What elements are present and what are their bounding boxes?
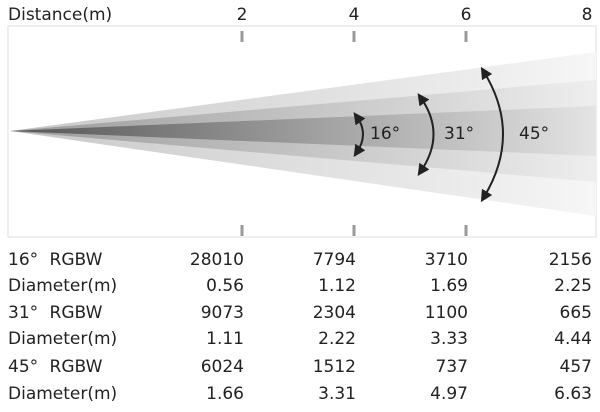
row-label: 31° RGBW — [8, 303, 103, 323]
cell-value: 7794 — [313, 250, 356, 270]
cell-value: 2.22 — [318, 329, 356, 349]
cell-value: 2304 — [313, 303, 356, 323]
cell-value: 3.31 — [318, 384, 356, 404]
row-label: Diameter(m) — [8, 384, 117, 404]
header-title: Distance(m) — [8, 5, 112, 25]
row-label: Diameter(m) — [8, 276, 117, 296]
cell-value: 1.66 — [206, 384, 244, 404]
cell-value: 4.97 — [430, 384, 468, 404]
cell-value: 2.25 — [554, 276, 592, 296]
row-label: Diameter(m) — [8, 329, 117, 349]
cell-value: 1512 — [313, 357, 356, 377]
distance-label: 2 — [237, 5, 248, 25]
cell-value: 1100 — [425, 303, 468, 323]
cell-value: 28010 — [190, 250, 244, 270]
cell-value: 3710 — [425, 250, 468, 270]
cell-value: 457 — [560, 357, 592, 377]
cell-value: 737 — [436, 357, 468, 377]
distance-label: 6 — [461, 5, 472, 25]
beam-angle: 45° — [519, 124, 549, 144]
angle-arrow — [480, 66, 504, 203]
beam-angle: 31° — [444, 124, 474, 144]
cell-value: 2156 — [549, 250, 592, 270]
angle-arrow — [417, 93, 435, 176]
cell-value: 665 — [560, 303, 592, 323]
cell-value: 0.56 — [206, 276, 244, 296]
beam-16 — [10, 106, 596, 156]
cell-value: 6.63 — [554, 384, 592, 404]
row-label: 45° RGBW — [8, 357, 103, 377]
distance-label: 8 — [582, 5, 593, 25]
cell-value: 6024 — [201, 357, 244, 377]
cell-value: 1.12 — [318, 276, 356, 296]
distance-label: 4 — [349, 5, 360, 25]
cell-value: 1.69 — [430, 276, 468, 296]
row-label: 16° RGBW — [8, 250, 103, 270]
cell-value: 1.11 — [206, 329, 244, 349]
cell-value: 4.44 — [554, 329, 592, 349]
angle-arrow — [353, 112, 366, 157]
cell-value: 9073 — [201, 303, 244, 323]
cell-value: 3.33 — [430, 329, 468, 349]
beam-angle: 16° — [370, 124, 400, 144]
